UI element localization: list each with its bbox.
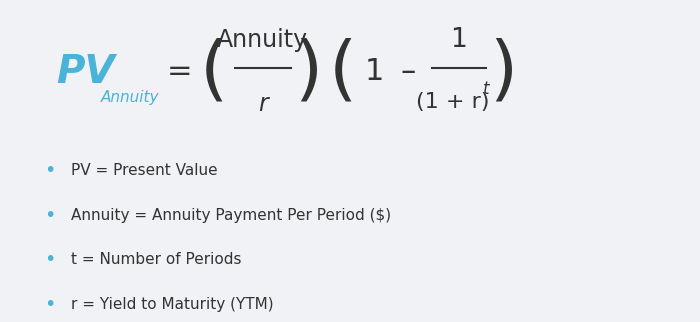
- Text: –: –: [400, 57, 416, 86]
- Text: •: •: [45, 206, 56, 225]
- Text: (1 + r): (1 + r): [416, 92, 490, 112]
- Text: 1: 1: [449, 27, 466, 53]
- Text: ): ): [489, 37, 517, 106]
- Text: r: r: [258, 91, 267, 116]
- Text: t = Number of Periods: t = Number of Periods: [71, 252, 242, 268]
- Text: •: •: [45, 251, 56, 270]
- Text: Annuity: Annuity: [217, 28, 309, 52]
- Text: (: (: [329, 37, 357, 106]
- Text: (: (: [200, 37, 228, 106]
- Text: •: •: [45, 295, 56, 314]
- Text: ): ): [294, 37, 322, 106]
- Text: 1: 1: [365, 57, 384, 86]
- Text: PV = Present Value: PV = Present Value: [71, 163, 218, 178]
- Text: PV: PV: [56, 52, 114, 90]
- Text: r = Yield to Maturity (YTM): r = Yield to Maturity (YTM): [71, 297, 274, 312]
- Text: Annuity = Annuity Payment Per Period ($): Annuity = Annuity Payment Per Period ($): [71, 208, 391, 223]
- Text: t: t: [483, 80, 489, 98]
- Text: •: •: [45, 161, 56, 180]
- Text: Annuity: Annuity: [101, 90, 160, 105]
- Text: =: =: [167, 57, 192, 86]
